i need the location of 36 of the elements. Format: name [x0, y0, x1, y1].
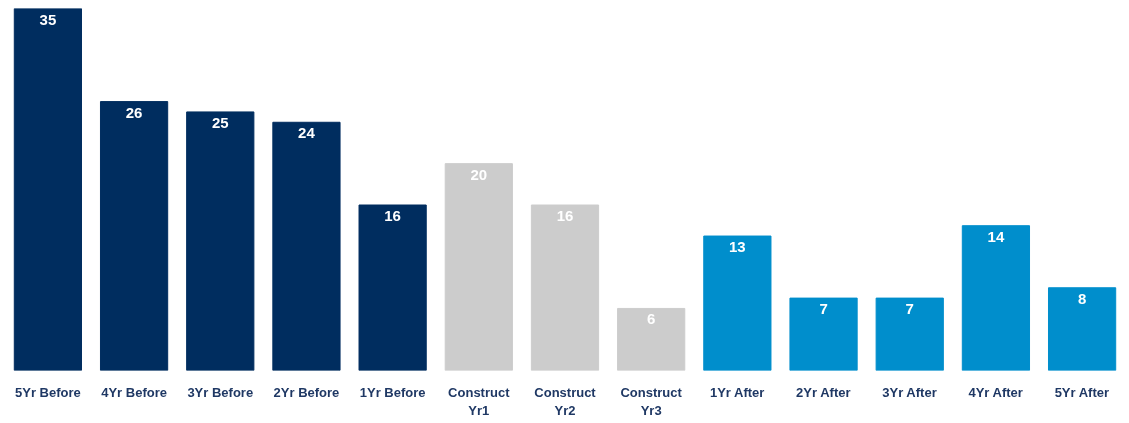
bar: [358, 204, 427, 371]
x-tick-label: 1Yr After: [709, 384, 765, 400]
bar: [444, 163, 513, 371]
data-label: 16: [384, 207, 401, 225]
x-tick-label: 2Yr Before: [273, 384, 340, 400]
data-label: 24: [298, 124, 316, 142]
data-label: 14: [987, 227, 1005, 245]
x-tick-label: 5Yr Before: [15, 384, 81, 400]
bar: [789, 297, 858, 371]
bar: [1047, 287, 1117, 371]
bar: [13, 8, 83, 371]
bar: [272, 121, 341, 371]
x-tick-label: 4Yr Before: [101, 384, 167, 400]
x-tick-label: Construct Yr3: [620, 384, 683, 418]
data-label: 7: [905, 300, 914, 318]
bar: [703, 235, 772, 371]
x-tick-label: 5Yr After: [1054, 384, 1110, 400]
data-label: 7: [819, 300, 828, 318]
bar: [961, 225, 1031, 371]
data-label: 8: [1077, 289, 1087, 307]
x-tick-label: Construct Yr1: [448, 384, 511, 418]
data-label: 35: [39, 10, 57, 28]
bar: [530, 204, 600, 371]
bar: [186, 111, 255, 371]
x-tick-label: 3Yr After: [882, 384, 937, 400]
data-label: 25: [211, 113, 229, 131]
bar: [617, 307, 686, 371]
x-tick-label: 3Yr Before: [187, 384, 254, 400]
bar: [875, 297, 944, 371]
bar: [99, 101, 169, 371]
data-label: 13: [729, 238, 746, 256]
x-tick-label: 1Yr Before: [359, 384, 426, 400]
x-tick-label: Construct Yr2: [534, 384, 597, 418]
x-tick-label: 2Yr After: [796, 384, 851, 400]
x-tick-label: 4Yr After: [968, 384, 1023, 400]
data-label: 26: [125, 103, 143, 121]
